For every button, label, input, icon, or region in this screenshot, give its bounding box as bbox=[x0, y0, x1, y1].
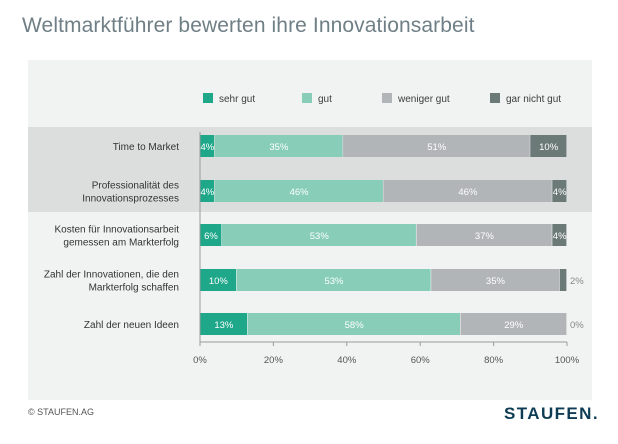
bar-value-label: 46% bbox=[458, 187, 478, 198]
legend-swatch bbox=[382, 93, 392, 103]
bar-segment bbox=[552, 224, 567, 246]
bar-value-label: 0% bbox=[570, 320, 584, 331]
bar-segment bbox=[431, 269, 560, 291]
x-tick-label: 80% bbox=[484, 355, 504, 366]
category-label: Markterfolg schaffen bbox=[89, 283, 179, 294]
bar-segment bbox=[343, 135, 530, 157]
bar-segment bbox=[214, 180, 383, 202]
bar-segment bbox=[222, 224, 416, 246]
bar-value-label: 10% bbox=[539, 142, 559, 153]
bar-value-label: 37% bbox=[475, 231, 495, 242]
bar-segment bbox=[200, 313, 248, 335]
bar-value-label: 4% bbox=[553, 231, 567, 242]
bar-segment bbox=[416, 224, 552, 246]
bar-value-label: 4% bbox=[200, 142, 214, 153]
x-tick-label: 0% bbox=[193, 355, 207, 366]
bar-value-label: 10% bbox=[209, 276, 229, 287]
bar-value-label: 2% bbox=[570, 276, 584, 287]
category-label: Time to Market bbox=[113, 142, 180, 153]
bar-value-label: 35% bbox=[486, 276, 506, 287]
bar-segment bbox=[214, 135, 343, 157]
bar-segment bbox=[200, 180, 215, 202]
bar-value-label: 51% bbox=[427, 142, 447, 153]
bar-value-label: 4% bbox=[200, 187, 214, 198]
legend-label: weniger gut bbox=[397, 94, 450, 105]
bar-value-label: 4% bbox=[553, 187, 567, 198]
category-label: gemessen am Markterfolg bbox=[63, 238, 179, 249]
bar-value-label: 6% bbox=[204, 231, 218, 242]
x-tick-label: 20% bbox=[264, 355, 284, 366]
legend-swatch bbox=[302, 93, 312, 103]
category-label: Professionalität des bbox=[92, 181, 179, 192]
legend-label: sehr gut bbox=[219, 94, 255, 105]
category-label: Zahl der Innovationen, die den bbox=[44, 270, 179, 281]
bar-value-label: 53% bbox=[310, 231, 330, 242]
bar-segment bbox=[559, 269, 567, 291]
bar-segment bbox=[383, 180, 552, 202]
staufen-logo: STAUFEN. bbox=[504, 404, 599, 423]
bar-segment bbox=[200, 269, 237, 291]
x-tick-label: 40% bbox=[337, 355, 357, 366]
bar-segment bbox=[236, 269, 431, 291]
bar-segment bbox=[247, 313, 460, 335]
legend-label: gut bbox=[318, 94, 332, 105]
bar-value-label: 35% bbox=[269, 142, 289, 153]
bar-segment bbox=[460, 313, 567, 335]
bar-segment bbox=[200, 135, 215, 157]
x-tick-label: 60% bbox=[411, 355, 431, 366]
category-label: Zahl der neuen Ideen bbox=[84, 320, 179, 331]
copyright-text: © STAUFEN.AG bbox=[28, 407, 94, 417]
bar-segment bbox=[200, 224, 222, 246]
page-title: Weltmarktführer bewerten ihre Innovation… bbox=[22, 14, 475, 37]
bar-value-label: 58% bbox=[345, 320, 365, 331]
bar-value-label: 29% bbox=[504, 320, 524, 331]
legend-swatch bbox=[203, 93, 213, 103]
category-label: Kosten für Innovationsarbeit bbox=[54, 225, 179, 236]
bar-value-label: 46% bbox=[290, 187, 310, 198]
bar-value-label: 53% bbox=[324, 276, 344, 287]
x-tick-label: 100% bbox=[555, 355, 580, 366]
category-label: Innovationsprozesses bbox=[82, 194, 179, 205]
bar-segment bbox=[530, 135, 567, 157]
bar-value-label: 13% bbox=[214, 320, 234, 331]
bar-segment bbox=[552, 180, 567, 202]
legend-label: gar nicht gut bbox=[506, 94, 561, 105]
legend-swatch bbox=[490, 93, 500, 103]
